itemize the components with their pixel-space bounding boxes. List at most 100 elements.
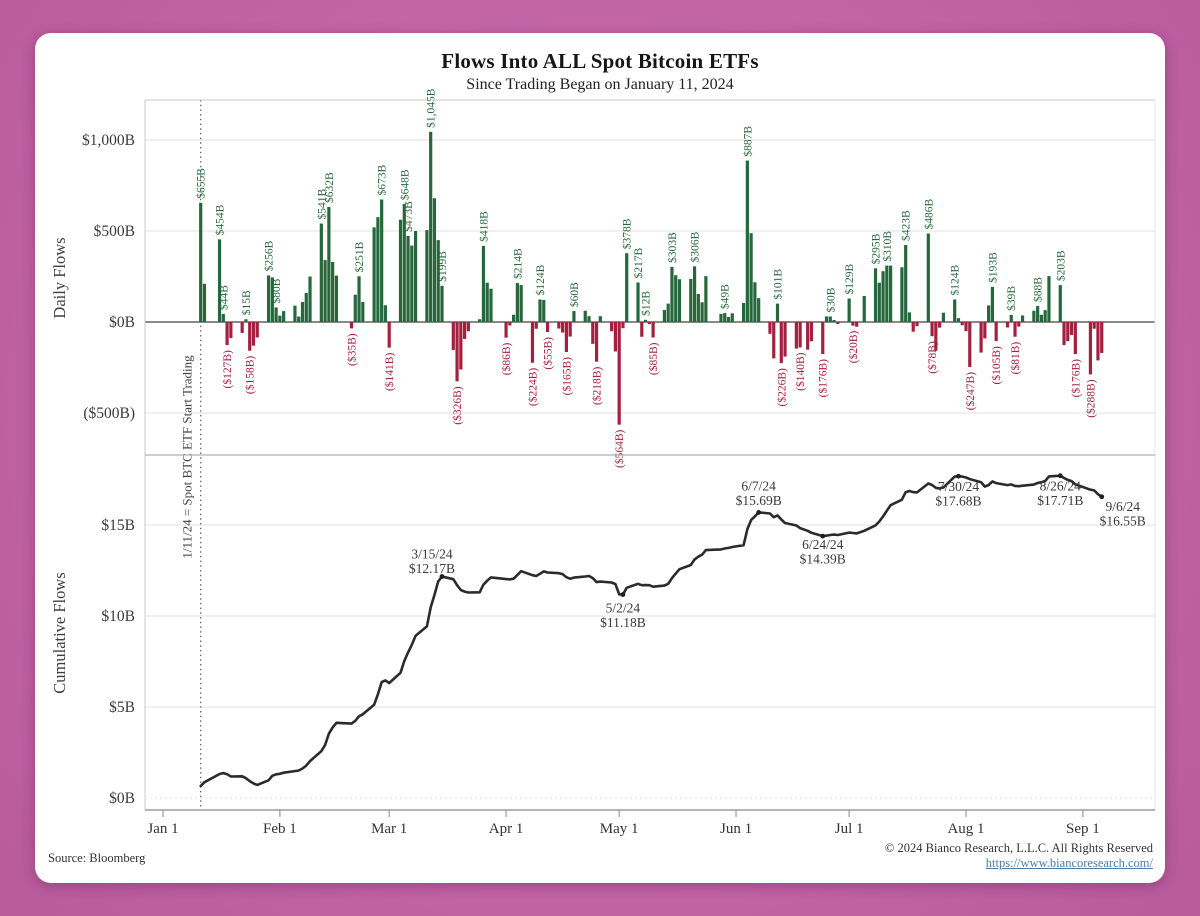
- daily-flow-bar: [1069, 322, 1074, 335]
- daily-flow-bar: [383, 305, 388, 322]
- x-tick-label: Apr 1: [489, 821, 524, 837]
- x-tick-label: Jan 1: [147, 821, 178, 837]
- x-tick-label: Aug 1: [947, 821, 984, 837]
- biancoresearch-link[interactable]: https://www.biancoresearch.com/: [985, 856, 1153, 870]
- daily-flow-bar: [873, 268, 878, 322]
- daily-flow-bar: [938, 322, 942, 328]
- daily-flow-bar: [485, 282, 489, 322]
- daily-flow-bar: [915, 322, 919, 327]
- daily-flow-bar: [545, 322, 550, 333]
- x-tick-label: May 1: [600, 821, 639, 837]
- x-tick-label: Sep 1: [1066, 821, 1100, 837]
- daily-flow-bar: [225, 322, 229, 346]
- daily-flow-bar: [481, 245, 486, 322]
- bar-value-label: ($224B): [526, 368, 539, 407]
- daily-flow-bar: [1005, 322, 1010, 328]
- daily-flow-bar: [723, 313, 727, 322]
- daily-flow-bar: [278, 315, 282, 322]
- y-tick-label: ($500B): [83, 405, 135, 422]
- daily-flow-bar: [410, 245, 414, 322]
- bar-value-label: $214B: [511, 248, 524, 279]
- daily-flow-bar: [704, 276, 708, 322]
- daily-flow-bar: [806, 322, 810, 350]
- bar-value-label: ($81B): [1009, 342, 1022, 375]
- daily-flow-bar: [512, 314, 516, 322]
- daily-flow-bar: [530, 322, 535, 363]
- daily-flow-bar: [376, 217, 380, 322]
- line-annotation-date: 3/15/24: [411, 547, 453, 562]
- daily-flow-bar: [689, 278, 693, 322]
- bar-value-label: ($85B): [647, 342, 660, 375]
- daily-flow-bar: [300, 301, 305, 322]
- bar-value-label: ($165B): [560, 357, 573, 396]
- daily-flow-bar: [719, 313, 723, 322]
- daily-flow-bar: [515, 283, 519, 322]
- daily-flow-bar: [677, 279, 682, 322]
- daily-flow-bar: [692, 266, 697, 322]
- bar-value-label: $306B: [689, 231, 702, 262]
- bar-value-label: $30B: [824, 287, 837, 312]
- line-annotation-date: 7/30/24: [938, 479, 980, 494]
- daily-flow-bar: [455, 322, 459, 382]
- daily-flow-bar: [636, 282, 640, 322]
- bar-value-label: $44B: [217, 285, 230, 310]
- daily-flow-bar: [990, 286, 994, 322]
- y-tick-label: $5B: [109, 699, 135, 716]
- daily-flow-bar: [907, 312, 912, 322]
- daily-flow-bar: [534, 322, 538, 329]
- daily-flow-bar: [331, 261, 335, 322]
- bar-value-label: ($127B): [221, 350, 234, 389]
- daily-flow-bar: [979, 322, 983, 353]
- daily-flow-bar: [248, 322, 252, 351]
- daily-flow-bar: [1013, 322, 1017, 337]
- bar-value-label: $310B: [881, 231, 894, 262]
- daily-flow-bar: [911, 322, 915, 332]
- daily-flow-bar: [741, 302, 746, 322]
- x-tick-label: Mar 1: [371, 821, 407, 837]
- daily-flow-bar: [994, 322, 998, 342]
- bar-value-label: $378B: [621, 218, 634, 249]
- daily-flow-bar: [466, 322, 470, 332]
- bar-value-label: $887B: [741, 126, 754, 157]
- annotation-marker: [756, 510, 762, 515]
- bar-value-label: $217B: [632, 248, 645, 279]
- daily-flow-bar: [1088, 322, 1093, 375]
- source-note: Source: Bloomberg: [48, 851, 146, 865]
- bar-value-label: $295B: [870, 233, 883, 264]
- daily-flow-bar: [406, 235, 410, 322]
- bar-value-label: $124B: [949, 264, 962, 295]
- y-tick-label: $0B: [109, 790, 135, 807]
- bar-value-label: $251B: [353, 241, 366, 272]
- daily-flow-bar: [1062, 322, 1066, 346]
- daily-flow-bar: [889, 265, 893, 322]
- daily-flow-bar: [1096, 322, 1100, 361]
- cumulative-flows-axis-title: Cumulative Flows: [50, 572, 69, 693]
- daily-flow-bar: [753, 282, 757, 322]
- y-tick-label: $1,000B: [82, 132, 135, 149]
- bar-value-label: $473B: [402, 201, 415, 232]
- daily-flow-bar: [647, 322, 651, 325]
- daily-flow-bar: [361, 301, 365, 322]
- bar-value-label: $418B: [477, 211, 490, 242]
- daily-flow-bar: [1058, 285, 1062, 322]
- bar-value-label: $49B: [719, 284, 732, 309]
- line-annotation-value: $17.71B: [1037, 493, 1083, 508]
- daily-flow-bar: [832, 319, 836, 322]
- daily-flow-bar: [542, 299, 546, 322]
- daily-flow-bar: [349, 322, 354, 329]
- daily-flow-bar: [1020, 315, 1025, 322]
- daily-flow-bar: [568, 322, 572, 337]
- bar-value-label: $80B: [270, 278, 283, 303]
- x-tick-label: Jun 1: [720, 821, 752, 837]
- bar-value-label: $303B: [666, 232, 679, 263]
- daily-flow-bar: [398, 219, 403, 322]
- x-tick-label: Jul 1: [835, 821, 864, 837]
- bar-value-label: ($176B): [817, 359, 830, 398]
- daily-flow-bar: [824, 316, 829, 322]
- bar-value-label: $88B: [1032, 277, 1045, 302]
- daily-flow-bar: [217, 239, 222, 322]
- daily-flow-bar: [696, 293, 700, 322]
- daily-flow-bar: [323, 260, 327, 322]
- daily-flow-bar: [413, 231, 418, 322]
- daily-flow-bar: [745, 160, 749, 322]
